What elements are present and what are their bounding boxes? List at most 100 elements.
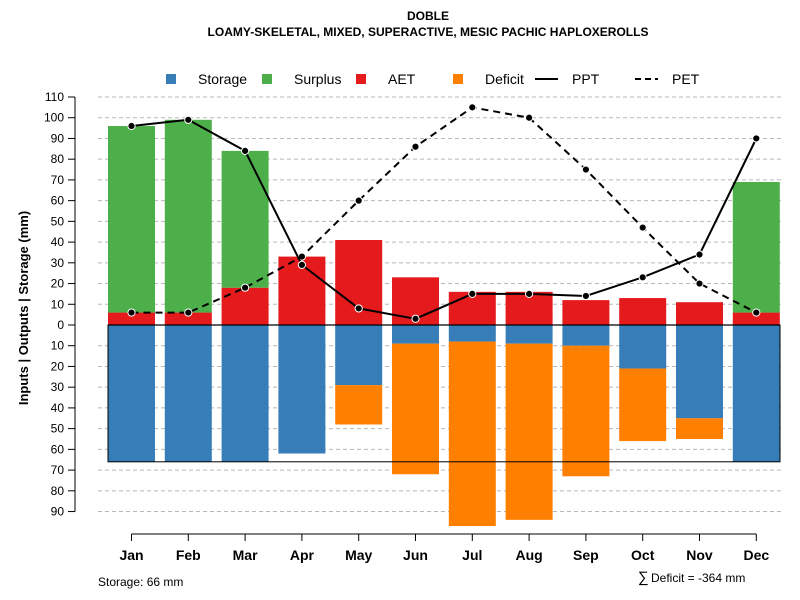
storage-bar: [619, 325, 667, 369]
x-tick-label: Sep: [573, 547, 599, 563]
y-tick-label: 10: [51, 297, 65, 311]
y-tick-label: 60: [51, 194, 65, 208]
chart-subtitle: LOAMY-SKELETAL, MIXED, SUPERACTIVE, MESI…: [208, 25, 649, 39]
storage-bar: [164, 325, 212, 462]
pet-point: [638, 223, 647, 232]
ppt-point: [184, 115, 193, 124]
deficit-note: Deficit = -364 mm: [651, 571, 745, 585]
aet-bar: [221, 287, 269, 325]
aet-bar: [676, 302, 723, 325]
gridlines: [98, 96, 782, 513]
legend-label-aet: AET: [388, 71, 416, 87]
x-tick-label: Jun: [403, 547, 428, 563]
y-tick-label: 50: [51, 214, 65, 228]
legend-label-deficit: Deficit: [485, 71, 524, 87]
aet-bar: [732, 312, 780, 325]
x-tick-label: Mar: [233, 547, 258, 563]
surplus-bar: [164, 119, 212, 313]
x-tick-label: Oct: [631, 547, 655, 563]
ppt-line: [131, 118, 758, 320]
ppt-point: [525, 289, 534, 299]
aet-bar: [108, 312, 155, 325]
storage-bar: [562, 325, 610, 346]
legend-label-storage: Storage: [198, 71, 247, 87]
x-axis: Jan Feb Mar Apr May Jun Jul Aug Sep Oct Nov Dec: [119, 533, 769, 563]
deficit-bar: [335, 385, 383, 425]
x-tick-label: Dec: [743, 547, 769, 563]
legend: Storage Surplus AET Deficit PPT PET: [166, 71, 700, 87]
y-tick-label: 0: [57, 318, 64, 332]
ppt-point: [127, 121, 136, 131]
y-tick-label: 40: [51, 401, 65, 415]
x-tick-label: Jan: [119, 547, 143, 563]
x-tick-label: Apr: [290, 547, 315, 563]
pet-point: [411, 142, 420, 151]
deficit-bar: [505, 343, 553, 520]
y-tick-label: 110: [45, 90, 64, 104]
ppt-point: [638, 273, 647, 282]
chart-title: DOBLE: [407, 9, 449, 23]
legend-label-surplus: Surplus: [294, 71, 341, 87]
bars: [107, 119, 781, 527]
y-tick-label: 80: [51, 484, 65, 498]
ppt-point: [241, 146, 250, 155]
ppt-point: [297, 260, 306, 269]
surplus-bar: [221, 150, 269, 288]
deficit-bar: [392, 343, 439, 475]
legend-swatch-deficit: [453, 74, 463, 84]
pet-point: [525, 113, 534, 122]
aet-bar: [619, 298, 667, 325]
storage-bar: [505, 325, 553, 344]
storage-bar: [732, 325, 780, 462]
storage-bar: [108, 325, 155, 462]
legend-label-ppt: PPT: [572, 71, 600, 87]
y-tick-label: 90: [51, 131, 65, 145]
y-tick-label: 30: [51, 256, 65, 270]
y-axis-label: Inputs | Outputs | Storage (mm): [16, 211, 31, 405]
y-tick-label: 90: [51, 505, 65, 519]
aet-bar: [562, 300, 610, 325]
y-axis: 1101009080706050403020100102030405060708…: [44, 90, 76, 519]
storage-bar: [392, 325, 439, 344]
x-tick-label: May: [345, 547, 372, 563]
ppt-point: [354, 304, 363, 313]
pet-point: [695, 279, 704, 288]
storage-bar: [448, 325, 496, 342]
ppt-point: [695, 250, 704, 259]
ppt-point: [752, 134, 761, 143]
surplus-bar: [108, 126, 155, 313]
storage-bar: [335, 325, 383, 386]
storage-bar: [278, 325, 326, 454]
y-tick-label: 70: [51, 173, 65, 187]
pet-point: [184, 308, 193, 317]
storage-bar: [676, 325, 723, 419]
legend-swatch-aet: [356, 74, 366, 84]
ppt-point: [581, 291, 591, 301]
y-tick-label: 30: [51, 380, 65, 394]
pet-point: [581, 165, 591, 174]
x-tick-label: Aug: [515, 547, 542, 563]
deficit-bar: [619, 368, 667, 442]
legend-swatch-surplus: [262, 74, 272, 84]
y-tick-label: 50: [51, 422, 65, 436]
series-lines: [127, 103, 761, 323]
y-tick-label: 40: [51, 235, 65, 249]
y-tick-label: 60: [51, 442, 65, 456]
pet-point: [241, 283, 250, 292]
y-tick-label: 80: [51, 152, 65, 166]
legend-label-pet: PET: [672, 71, 700, 87]
x-tick-label: Jul: [462, 547, 482, 563]
pet-point: [752, 308, 761, 317]
y-tick-label: 10: [51, 339, 65, 353]
deficit-bar: [562, 345, 610, 477]
ppt-point: [411, 314, 420, 323]
y-tick-label: 20: [51, 277, 65, 291]
y-tick-label: 100: [44, 111, 64, 125]
surplus-bar: [732, 181, 780, 313]
storage-bar: [221, 325, 269, 462]
aet-bar: [164, 312, 212, 325]
pet-point: [127, 308, 136, 317]
ppt-point: [468, 289, 477, 299]
y-tick-label: 20: [51, 359, 65, 373]
